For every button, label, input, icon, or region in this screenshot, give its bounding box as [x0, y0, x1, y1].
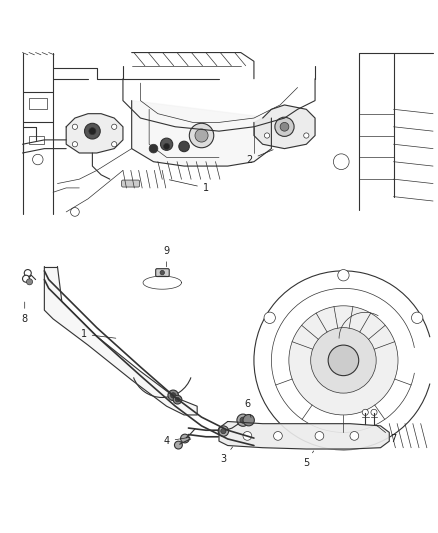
Polygon shape — [219, 422, 389, 449]
Polygon shape — [254, 105, 315, 149]
Circle shape — [163, 143, 170, 149]
Polygon shape — [44, 266, 197, 415]
Circle shape — [315, 432, 324, 440]
Circle shape — [85, 123, 100, 139]
Circle shape — [112, 142, 117, 147]
Bar — [29, 99, 46, 109]
Circle shape — [338, 270, 349, 281]
Circle shape — [175, 398, 180, 402]
Circle shape — [32, 154, 43, 165]
Polygon shape — [132, 101, 272, 166]
Circle shape — [237, 414, 249, 426]
Circle shape — [170, 393, 176, 398]
Text: 6: 6 — [244, 399, 251, 417]
Circle shape — [26, 279, 32, 285]
Circle shape — [71, 207, 79, 216]
Circle shape — [333, 154, 349, 169]
Circle shape — [72, 124, 78, 130]
Circle shape — [112, 124, 117, 130]
Circle shape — [274, 432, 283, 440]
Text: 5: 5 — [303, 451, 314, 468]
Circle shape — [160, 138, 173, 150]
Circle shape — [243, 415, 254, 426]
Circle shape — [265, 133, 270, 138]
Circle shape — [240, 417, 246, 423]
Circle shape — [173, 395, 182, 404]
Text: 7: 7 — [377, 425, 397, 444]
Circle shape — [371, 409, 377, 415]
FancyBboxPatch shape — [155, 269, 169, 277]
Circle shape — [149, 144, 158, 153]
Circle shape — [168, 390, 178, 400]
Text: 9: 9 — [163, 246, 170, 267]
Circle shape — [179, 141, 189, 152]
Text: 1: 1 — [81, 329, 116, 339]
Circle shape — [189, 123, 214, 148]
Text: 2: 2 — [247, 150, 273, 165]
Circle shape — [243, 432, 252, 440]
Circle shape — [350, 432, 359, 440]
Circle shape — [174, 441, 182, 449]
Circle shape — [24, 270, 31, 277]
Circle shape — [72, 142, 78, 147]
Text: 4: 4 — [163, 436, 190, 446]
Bar — [29, 136, 44, 144]
Circle shape — [160, 270, 164, 275]
Circle shape — [22, 275, 29, 282]
Polygon shape — [66, 114, 123, 153]
Text: 1: 1 — [170, 180, 209, 193]
Circle shape — [218, 426, 229, 437]
Circle shape — [328, 345, 359, 376]
Text: 8: 8 — [21, 302, 28, 324]
Circle shape — [362, 409, 368, 415]
Circle shape — [304, 133, 309, 138]
Circle shape — [275, 117, 294, 136]
Circle shape — [195, 129, 208, 142]
Circle shape — [411, 312, 423, 324]
Text: 3: 3 — [220, 447, 233, 464]
Circle shape — [221, 429, 226, 434]
FancyBboxPatch shape — [122, 180, 140, 187]
Circle shape — [89, 128, 96, 135]
Circle shape — [280, 123, 289, 131]
Circle shape — [289, 306, 398, 415]
Circle shape — [180, 434, 189, 443]
Circle shape — [264, 312, 276, 324]
Circle shape — [311, 328, 376, 393]
